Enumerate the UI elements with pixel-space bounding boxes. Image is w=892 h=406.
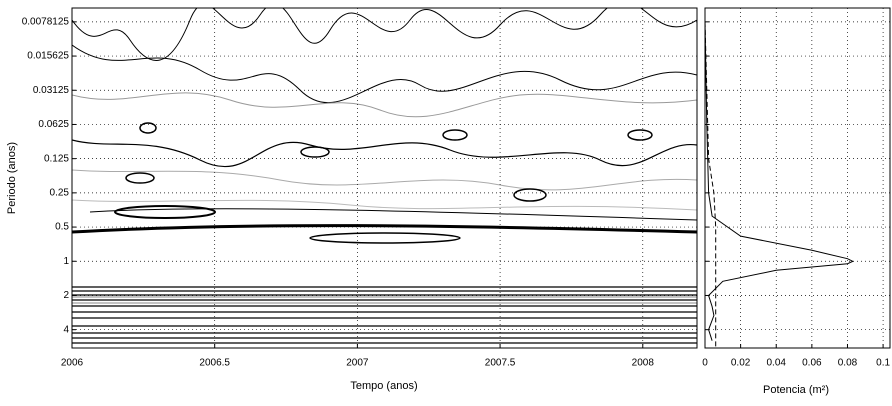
x-tick-label: 2006.5 (199, 358, 230, 369)
x-tick-label: 2008 (632, 358, 655, 369)
spectrum-line (704, 21, 854, 341)
spectrum-line (704, 21, 717, 348)
x-tick-label: 0.08 (838, 358, 858, 369)
y-tick-label: 0.25 (50, 188, 70, 199)
y-axis-label: Periodo (anos) (6, 142, 18, 214)
y-tick-label: 0.5 (55, 222, 69, 233)
x-tick-label: 2007 (346, 358, 369, 369)
y-tick-label: 1 (63, 256, 69, 267)
contours (72, 8, 697, 344)
x-tick-label: 2007.5 (485, 358, 516, 369)
y-tick-label: 0.0625 (38, 119, 69, 130)
y-tick-label: 0.015625 (27, 51, 69, 62)
y-tick-label: 4 (63, 324, 69, 335)
y-tick-label: 0.0078125 (22, 16, 70, 27)
x-axis-label: Tempo (anos) (350, 380, 417, 392)
y-tick-label: 2 (63, 290, 69, 301)
x-tick-label: 2006 (61, 358, 84, 369)
x-tick-label: 0.06 (802, 358, 822, 369)
y-tick-label: 0.125 (44, 153, 69, 164)
plot-frame (704, 7, 891, 349)
x-tick-label: 0.02 (731, 358, 751, 369)
x-tick-label: 0.1 (876, 358, 890, 369)
y-tick-label: 0.03125 (33, 85, 70, 96)
x-axis-label: Potencia (m²) (763, 384, 829, 396)
x-tick-label: 0.04 (767, 358, 787, 369)
x-tick-label: 0 (702, 358, 708, 369)
plot-frame (71, 7, 698, 349)
